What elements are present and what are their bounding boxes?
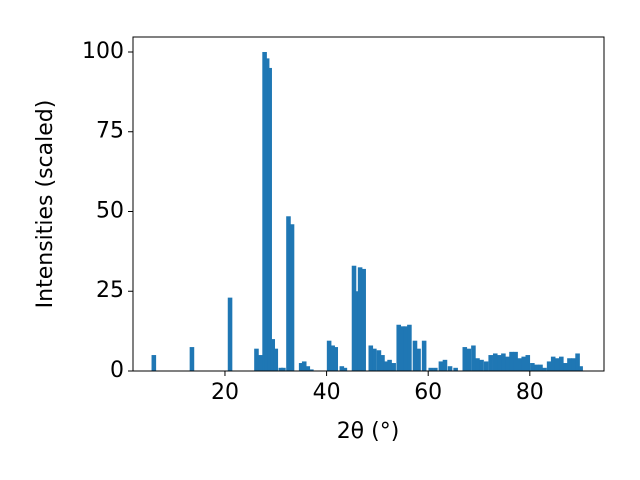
bar (550, 356, 556, 371)
bar (479, 359, 484, 371)
bar (438, 361, 444, 371)
x-axis-label: 2θ (°) (337, 419, 400, 444)
bar (563, 363, 568, 371)
bar (509, 351, 514, 371)
bar (189, 347, 195, 371)
plot-frame (132, 36, 605, 372)
bar (530, 363, 535, 371)
bar (517, 358, 522, 371)
y-tick-label: 100 (82, 39, 124, 64)
bar (396, 324, 402, 371)
bar (462, 347, 468, 371)
bar (416, 348, 421, 371)
bar (400, 326, 405, 371)
bar (471, 345, 476, 371)
bar (571, 358, 576, 371)
bar (301, 361, 307, 371)
bar (475, 358, 480, 371)
bar (559, 356, 564, 371)
bar (151, 355, 157, 371)
bar (442, 359, 448, 371)
bar (339, 366, 345, 371)
bar (542, 367, 547, 371)
bar (391, 363, 396, 371)
y-tick-label: 0 (110, 358, 124, 383)
bar (578, 366, 583, 371)
bar (354, 291, 359, 371)
bar (227, 297, 233, 371)
bar (298, 363, 304, 371)
bar (534, 364, 539, 371)
bar (453, 367, 458, 371)
bar (497, 355, 502, 371)
bar (254, 348, 259, 371)
bar (488, 355, 493, 371)
bar (264, 58, 270, 372)
bar (387, 359, 392, 371)
bar (286, 216, 291, 371)
bar (505, 356, 510, 371)
x-tick-label: 20 (211, 380, 239, 405)
x-tick-label: 80 (516, 380, 544, 405)
bar (501, 353, 506, 371)
bar (258, 355, 263, 371)
bar (567, 358, 572, 371)
bar (309, 369, 314, 371)
bar (267, 67, 272, 371)
bar (428, 367, 434, 371)
x-tick-label: 60 (414, 380, 442, 405)
bar (262, 51, 267, 371)
bar (538, 364, 543, 371)
bar (278, 367, 284, 371)
bar (447, 366, 453, 371)
bar (342, 367, 348, 371)
bar (380, 355, 385, 371)
y-axis-label: Intensities (scaled) (33, 100, 58, 309)
bar (554, 358, 560, 371)
bar (305, 366, 311, 371)
bar (376, 350, 382, 371)
bar (372, 348, 377, 371)
bar (330, 345, 335, 371)
bar (326, 340, 332, 371)
bar (546, 361, 552, 371)
bar (333, 347, 339, 371)
bar (270, 339, 276, 371)
bar (421, 340, 427, 371)
bar (575, 353, 580, 371)
bar (403, 326, 409, 371)
bar (407, 324, 412, 371)
bar (368, 345, 374, 371)
y-tick-label: 75 (96, 119, 124, 144)
bar (466, 348, 472, 371)
bar (351, 265, 357, 371)
bar (357, 267, 363, 371)
bar (492, 353, 498, 371)
bar (483, 361, 489, 371)
bar (513, 351, 518, 371)
bar (281, 367, 286, 371)
bar (433, 367, 438, 371)
bar (521, 356, 527, 371)
y-tick-label: 25 (96, 278, 124, 303)
x-tick-label: 40 (313, 380, 341, 405)
bar (525, 355, 531, 371)
bar (412, 340, 418, 371)
bar (383, 361, 389, 371)
bar (361, 268, 366, 371)
bar (273, 348, 279, 371)
bar (289, 224, 295, 371)
y-tick-label: 50 (96, 198, 124, 223)
